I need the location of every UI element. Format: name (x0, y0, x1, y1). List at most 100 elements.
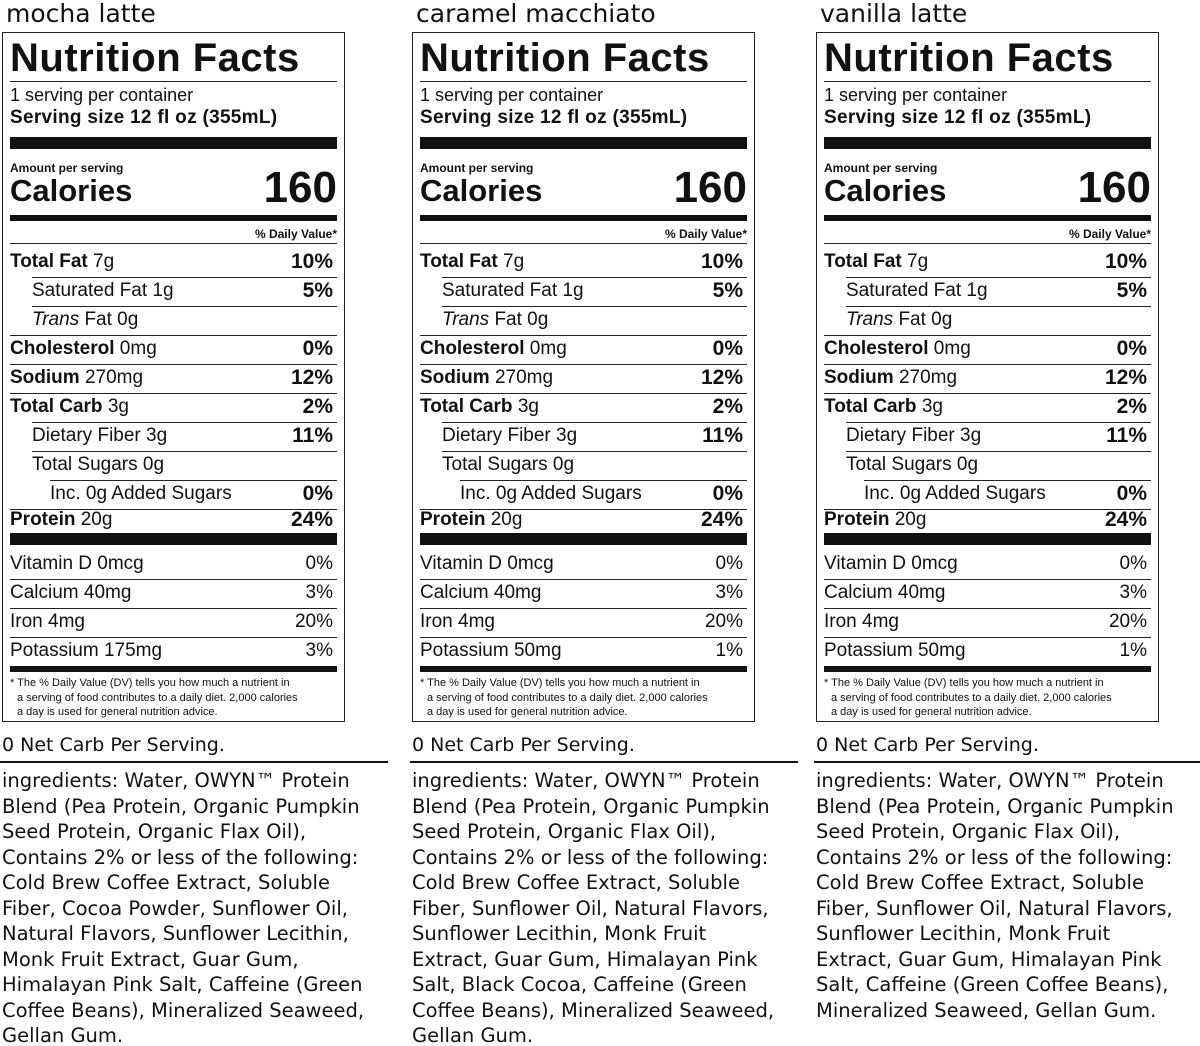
nutrient-bold-label: Total Carb (824, 396, 917, 417)
ingredients-line: Sunflower Lecithin, Monk Fruit (412, 922, 707, 945)
nutrient-name: Protein 20g (10, 509, 112, 531)
ingredients-line: Fiber, Sunflower Oil, Natural Flavors, (412, 896, 769, 920)
nutrient-name: Protein 20g (420, 509, 522, 531)
nutrient-amount: Total Sugars 0g (846, 454, 979, 475)
calories-value: 160 (1077, 163, 1151, 212)
ingredients-line: Monk Fruit Extract, Guar Gum, (2, 947, 299, 971)
vitamin-name: Potassium 175mg (10, 640, 163, 661)
ingredients-line: Extract, Guar Gum, Himalayan Pink (412, 947, 758, 971)
daily-value-percent: 11% (1106, 424, 1147, 447)
nutrient-amount: Saturated Fat 1g (846, 280, 988, 301)
vitamin-row: Vitamin D 0mcg 0% (10, 551, 337, 580)
nutrient-bold-label: Cholesterol (420, 338, 525, 359)
daily-value-percent: 5% (712, 279, 743, 302)
row-divider (10, 608, 337, 609)
ingredients-line: ingredients: Water, OWYN™ Protein (412, 769, 760, 792)
row-divider (824, 608, 1151, 609)
vitamin-row: Calcium 40mg 3% (824, 580, 1151, 609)
nutrient-row: Inc. 0g Added Sugars 0% (824, 481, 1151, 510)
nutrient-row: Dietary Fiber 3g 11% (420, 423, 747, 452)
footnote-line: * The % Daily Value (DV) tells you how m… (420, 677, 700, 689)
ingredients-list: ingredients: Water, OWYN™ Protein Blend (… (2, 768, 388, 1046)
label-column: vanilla latte Nutrition Facts 1 serving pe… (814, 0, 1200, 1046)
row-divider (824, 579, 1151, 580)
divider-medium (10, 666, 337, 672)
footnote-line: a serving of food contributes to a daily… (831, 691, 1112, 704)
ingredients-list: ingredients: Water, OWYN™ Protein Blend (… (412, 768, 798, 1046)
nutrient-amount: Inc. 0g Added Sugars (864, 483, 1046, 504)
servings-per-container: 1 serving per container (824, 85, 1008, 105)
divider-medium (10, 215, 337, 221)
nutrient-amount: 270mg (893, 367, 958, 388)
daily-value-percent: 24% (290, 508, 333, 531)
ingredients-line: ingredients: Water, OWYN™ Protein (816, 769, 1164, 792)
label-column: mocha latte Nutrition Facts 1 serving per … (0, 0, 388, 1046)
nutrition-facts-title: Nutrition Facts (420, 36, 710, 80)
vitamin-daily-value: 20% (294, 611, 333, 632)
divider-medium (420, 666, 747, 672)
row-divider (420, 608, 747, 609)
daily-value-percent: 0% (712, 337, 743, 360)
nutrient-row: Total Fat 7g 10% (824, 249, 1151, 278)
nutrient-amount: Dietary Fiber 3g (442, 425, 578, 446)
nutrient-bold-label: Protein (824, 509, 890, 530)
row-divider (32, 277, 337, 278)
divider (410, 761, 798, 763)
row-divider (442, 422, 747, 423)
nutrient-row: Cholesterol 0mg 0% (420, 336, 747, 365)
footnote-line: a day is used for general nutrition advi… (831, 706, 1032, 718)
nutrient-row: Total Carb 3g 2% (10, 394, 337, 423)
row-divider (420, 364, 747, 365)
nutrient-bold-label: Total Fat (824, 251, 902, 272)
row-divider (824, 364, 1151, 365)
nutrient-amount: 20g (889, 509, 927, 530)
ingredients-line: Extract, Guar Gum, Himalayan Pink (816, 947, 1162, 971)
ingredients-line: Coffee Beans), Mineralized Seaweed, (412, 998, 775, 1022)
nutrient-row: Dietary Fiber 3g 11% (10, 423, 337, 452)
ingredients-line: Blend (Pea Protein, Organic Pumpkin (816, 794, 1174, 818)
calories-label: Calories (420, 173, 543, 208)
vitamin-daily-value: 3% (715, 582, 743, 603)
nutrient-name: Total Sugars 0g (32, 454, 164, 476)
vitamin-daily-value: 20% (1108, 611, 1147, 632)
nutrient-amount: 0mg (524, 338, 567, 359)
nutrient-bold-label: Sodium (10, 367, 80, 388)
nutrient-name: Saturated Fat 1g (442, 280, 584, 302)
label-column: caramel macchiato Nutrition Facts 1 servin… (410, 0, 798, 1046)
trans-fat-amount: Trans Fat 0g (442, 309, 549, 330)
daily-value-header: % Daily Value* (664, 227, 747, 241)
vitamin-row: Calcium 40mg 3% (420, 580, 747, 609)
vitamin-name: Vitamin D 0mcg (824, 553, 958, 574)
vitamin-name: Calcium 40mg (10, 582, 132, 603)
nutrient-name: Total Carb 3g (10, 396, 129, 418)
divider-thick (420, 533, 747, 545)
nutrient-name: Inc. 0g Added Sugars (50, 483, 232, 505)
vitamin-name: Calcium 40mg (420, 582, 542, 603)
nutrient-name: Total Fat 7g (10, 251, 114, 273)
daily-value-percent: 0% (1116, 482, 1147, 505)
daily-value-percent: 2% (712, 395, 743, 418)
vitamin-daily-value: 3% (305, 582, 333, 603)
nutrient-bold-label: Total Carb (10, 396, 103, 417)
nutrient-amount: Dietary Fiber 3g (32, 425, 168, 446)
row-divider (420, 579, 747, 580)
divider-medium (420, 215, 747, 221)
nutrient-name: Total Fat 7g (824, 251, 928, 273)
nutrient-bold-label: Cholesterol (10, 338, 115, 359)
nutrient-name: Dietary Fiber 3g (32, 425, 167, 447)
nutrient-bold-label: Total Fat (420, 251, 498, 272)
vitamin-name: Potassium 50mg (420, 640, 562, 661)
nutrient-amount: Inc. 0g Added Sugars (460, 483, 642, 504)
calories-label: Calories (10, 173, 133, 208)
row-divider (442, 306, 747, 307)
nutrient-amount: 7g (901, 251, 929, 272)
row-divider (10, 335, 337, 336)
nutrient-name: Saturated Fat 1g (846, 280, 988, 302)
nutrient-name: Sodium 270mg (824, 367, 957, 389)
nutrition-facts-panel: Nutrition Facts 1 serving per container Se… (816, 32, 1159, 722)
nutrient-row: Saturated Fat 1g 5% (420, 278, 747, 307)
nutrient-amount: Total Sugars 0g (32, 454, 165, 475)
serving-size: Serving size 12 fl oz (355mL) (420, 107, 688, 128)
nutrient-row: Trans Fat 0g (824, 307, 1151, 336)
divider-thick (10, 533, 337, 545)
